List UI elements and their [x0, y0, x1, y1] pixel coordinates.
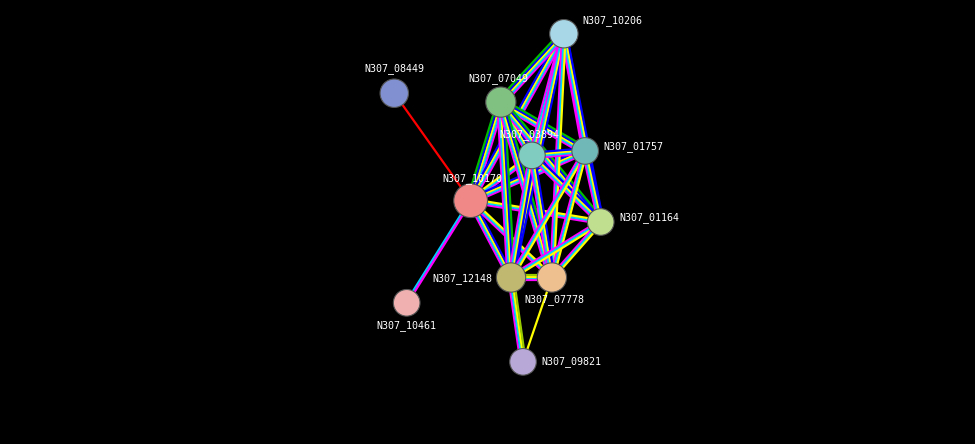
- Text: N307_10461: N307_10461: [376, 321, 437, 331]
- Circle shape: [572, 138, 599, 164]
- Text: N307_07049: N307_07049: [469, 74, 528, 84]
- Circle shape: [519, 142, 545, 169]
- Circle shape: [537, 263, 566, 292]
- Circle shape: [453, 184, 488, 218]
- Text: N307_07778: N307_07778: [525, 294, 584, 305]
- Text: N307_09821: N307_09821: [542, 357, 602, 367]
- Circle shape: [496, 263, 526, 292]
- Text: N307_03894: N307_03894: [499, 129, 560, 139]
- Text: N307_12148: N307_12148: [432, 273, 492, 284]
- Text: N307_01757: N307_01757: [604, 141, 664, 152]
- Text: N307_01164: N307_01164: [619, 212, 680, 223]
- Circle shape: [510, 349, 536, 375]
- Text: N307_10206: N307_10206: [582, 15, 643, 26]
- Circle shape: [380, 79, 409, 107]
- Circle shape: [587, 209, 614, 235]
- Text: N307_10170: N307_10170: [443, 173, 503, 184]
- Circle shape: [393, 289, 420, 316]
- Text: N307_08449: N307_08449: [365, 63, 424, 74]
- Circle shape: [550, 20, 578, 48]
- Circle shape: [486, 87, 516, 117]
